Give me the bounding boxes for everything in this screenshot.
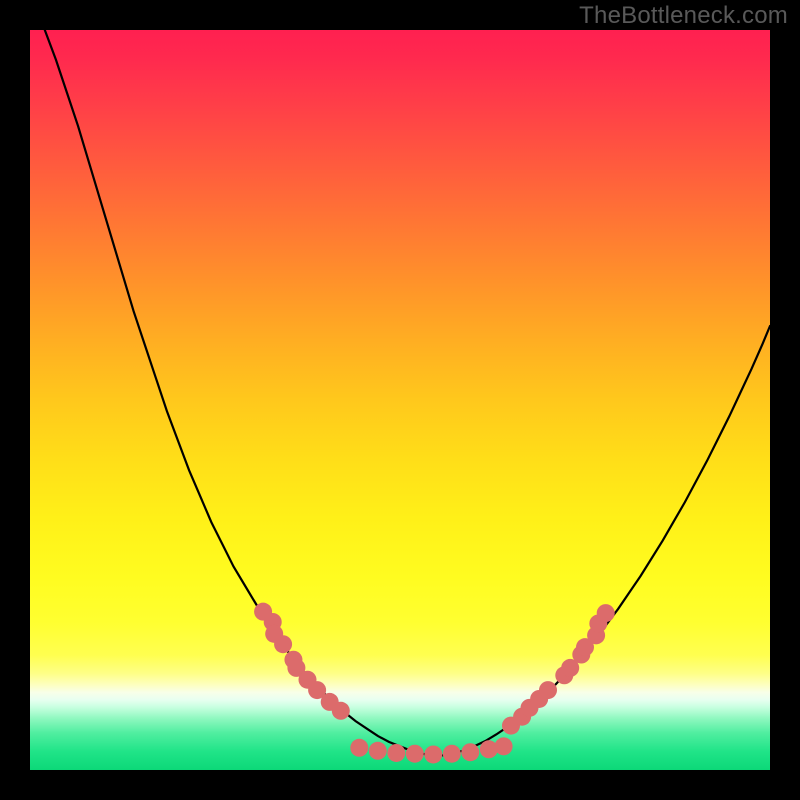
marker-left [332,702,350,720]
marker-bottom [350,739,368,757]
marker-bottom [369,742,387,760]
chart-stage: TheBottleneck.com [0,0,800,800]
marker-right [539,681,557,699]
marker-right [597,604,615,622]
marker-bottom [480,740,498,758]
plot-background [30,30,770,770]
marker-bottom [461,743,479,761]
marker-bottom [495,737,513,755]
watermark-text: TheBottleneck.com [579,2,788,30]
marker-bottom [443,745,461,763]
bottleneck-v-curve-chart [0,0,800,800]
marker-bottom [387,744,405,762]
marker-bottom [406,745,424,763]
marker-bottom [424,745,442,763]
marker-left [274,635,292,653]
